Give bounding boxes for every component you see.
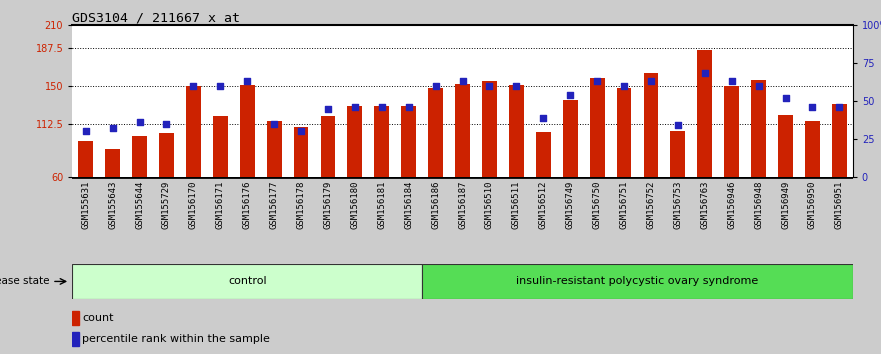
Bar — [186, 86, 201, 177]
Bar — [563, 100, 578, 177]
Point — [159, 121, 174, 126]
Bar — [159, 133, 174, 177]
Bar — [267, 121, 282, 177]
Point — [321, 105, 335, 111]
Point — [186, 83, 200, 88]
Text: disease state: disease state — [0, 276, 49, 286]
Point — [590, 78, 604, 84]
Text: GSM156950: GSM156950 — [808, 181, 817, 229]
Bar — [589, 78, 604, 177]
Bar — [321, 116, 336, 177]
Text: GSM156181: GSM156181 — [377, 181, 386, 229]
Point — [698, 71, 712, 76]
Bar — [509, 85, 524, 177]
Point — [805, 104, 819, 110]
Text: GSM156751: GSM156751 — [619, 181, 628, 229]
Point — [617, 83, 631, 88]
Point — [213, 83, 227, 88]
Point — [670, 122, 685, 128]
Text: GSM156750: GSM156750 — [593, 181, 602, 229]
Text: count: count — [82, 313, 114, 323]
Bar — [72, 332, 79, 346]
Point — [779, 95, 793, 101]
Bar — [643, 74, 658, 177]
Text: GSM156749: GSM156749 — [566, 181, 574, 229]
Point — [751, 83, 766, 88]
Bar — [132, 136, 147, 177]
Text: control: control — [228, 276, 267, 286]
Point — [294, 129, 308, 134]
Text: GSM156177: GSM156177 — [270, 181, 278, 229]
Text: GSM155729: GSM155729 — [162, 181, 171, 229]
Bar — [240, 85, 255, 177]
Point — [132, 119, 146, 125]
Point — [78, 129, 93, 134]
Text: GSM156176: GSM156176 — [242, 181, 252, 229]
Bar — [374, 106, 389, 177]
Text: GSM156752: GSM156752 — [647, 181, 655, 229]
Text: GSM156512: GSM156512 — [539, 181, 548, 229]
Text: GSM156184: GSM156184 — [404, 181, 413, 229]
Point — [644, 78, 658, 84]
Bar — [72, 264, 422, 299]
Bar — [805, 121, 820, 177]
Bar — [455, 84, 470, 177]
Text: GSM155644: GSM155644 — [135, 181, 144, 229]
Text: GSM156179: GSM156179 — [323, 181, 332, 229]
Text: GSM156510: GSM156510 — [485, 181, 494, 229]
Text: GSM156946: GSM156946 — [727, 181, 737, 229]
Point — [374, 104, 389, 110]
Bar — [536, 132, 551, 177]
Point — [563, 92, 577, 98]
Bar — [670, 131, 685, 177]
Point — [241, 78, 255, 84]
Text: GSM156170: GSM156170 — [189, 181, 198, 229]
Bar — [213, 116, 227, 177]
Bar — [751, 80, 766, 177]
Bar — [778, 115, 793, 177]
Point — [509, 83, 523, 88]
Bar — [724, 86, 739, 177]
Bar — [832, 104, 847, 177]
Point — [267, 121, 281, 126]
Text: GSM156180: GSM156180 — [351, 181, 359, 229]
Text: insulin-resistant polycystic ovary syndrome: insulin-resistant polycystic ovary syndr… — [516, 276, 759, 286]
Point — [428, 83, 442, 88]
Text: GSM155631: GSM155631 — [81, 181, 90, 229]
Text: GSM156186: GSM156186 — [431, 181, 440, 229]
Bar — [293, 127, 308, 177]
Text: GSM156949: GSM156949 — [781, 181, 790, 229]
Bar — [698, 50, 712, 177]
Bar — [347, 106, 362, 177]
Point — [455, 78, 470, 84]
Bar — [72, 312, 79, 325]
Text: GSM155643: GSM155643 — [108, 181, 117, 229]
Point — [833, 104, 847, 110]
Text: GSM156951: GSM156951 — [835, 181, 844, 229]
Bar — [617, 88, 632, 177]
Text: GSM156178: GSM156178 — [297, 181, 306, 229]
Point — [348, 104, 362, 110]
Text: GSM156187: GSM156187 — [458, 181, 467, 229]
Point — [106, 125, 120, 131]
Bar — [78, 142, 93, 177]
Text: GDS3104 / 211667_x_at: GDS3104 / 211667_x_at — [72, 11, 241, 24]
Text: GSM156171: GSM156171 — [216, 181, 225, 229]
Bar — [401, 106, 416, 177]
Text: GSM156753: GSM156753 — [673, 181, 683, 229]
Point — [402, 104, 416, 110]
Point — [537, 115, 551, 120]
Bar — [422, 264, 853, 299]
Text: percentile rank within the sample: percentile rank within the sample — [82, 334, 270, 344]
Point — [483, 83, 497, 88]
Text: GSM156511: GSM156511 — [512, 181, 521, 229]
Bar — [428, 88, 443, 177]
Text: GSM156763: GSM156763 — [700, 181, 709, 229]
Text: GSM156948: GSM156948 — [754, 181, 763, 229]
Bar — [105, 149, 120, 177]
Bar — [482, 81, 497, 177]
Point — [725, 78, 739, 84]
